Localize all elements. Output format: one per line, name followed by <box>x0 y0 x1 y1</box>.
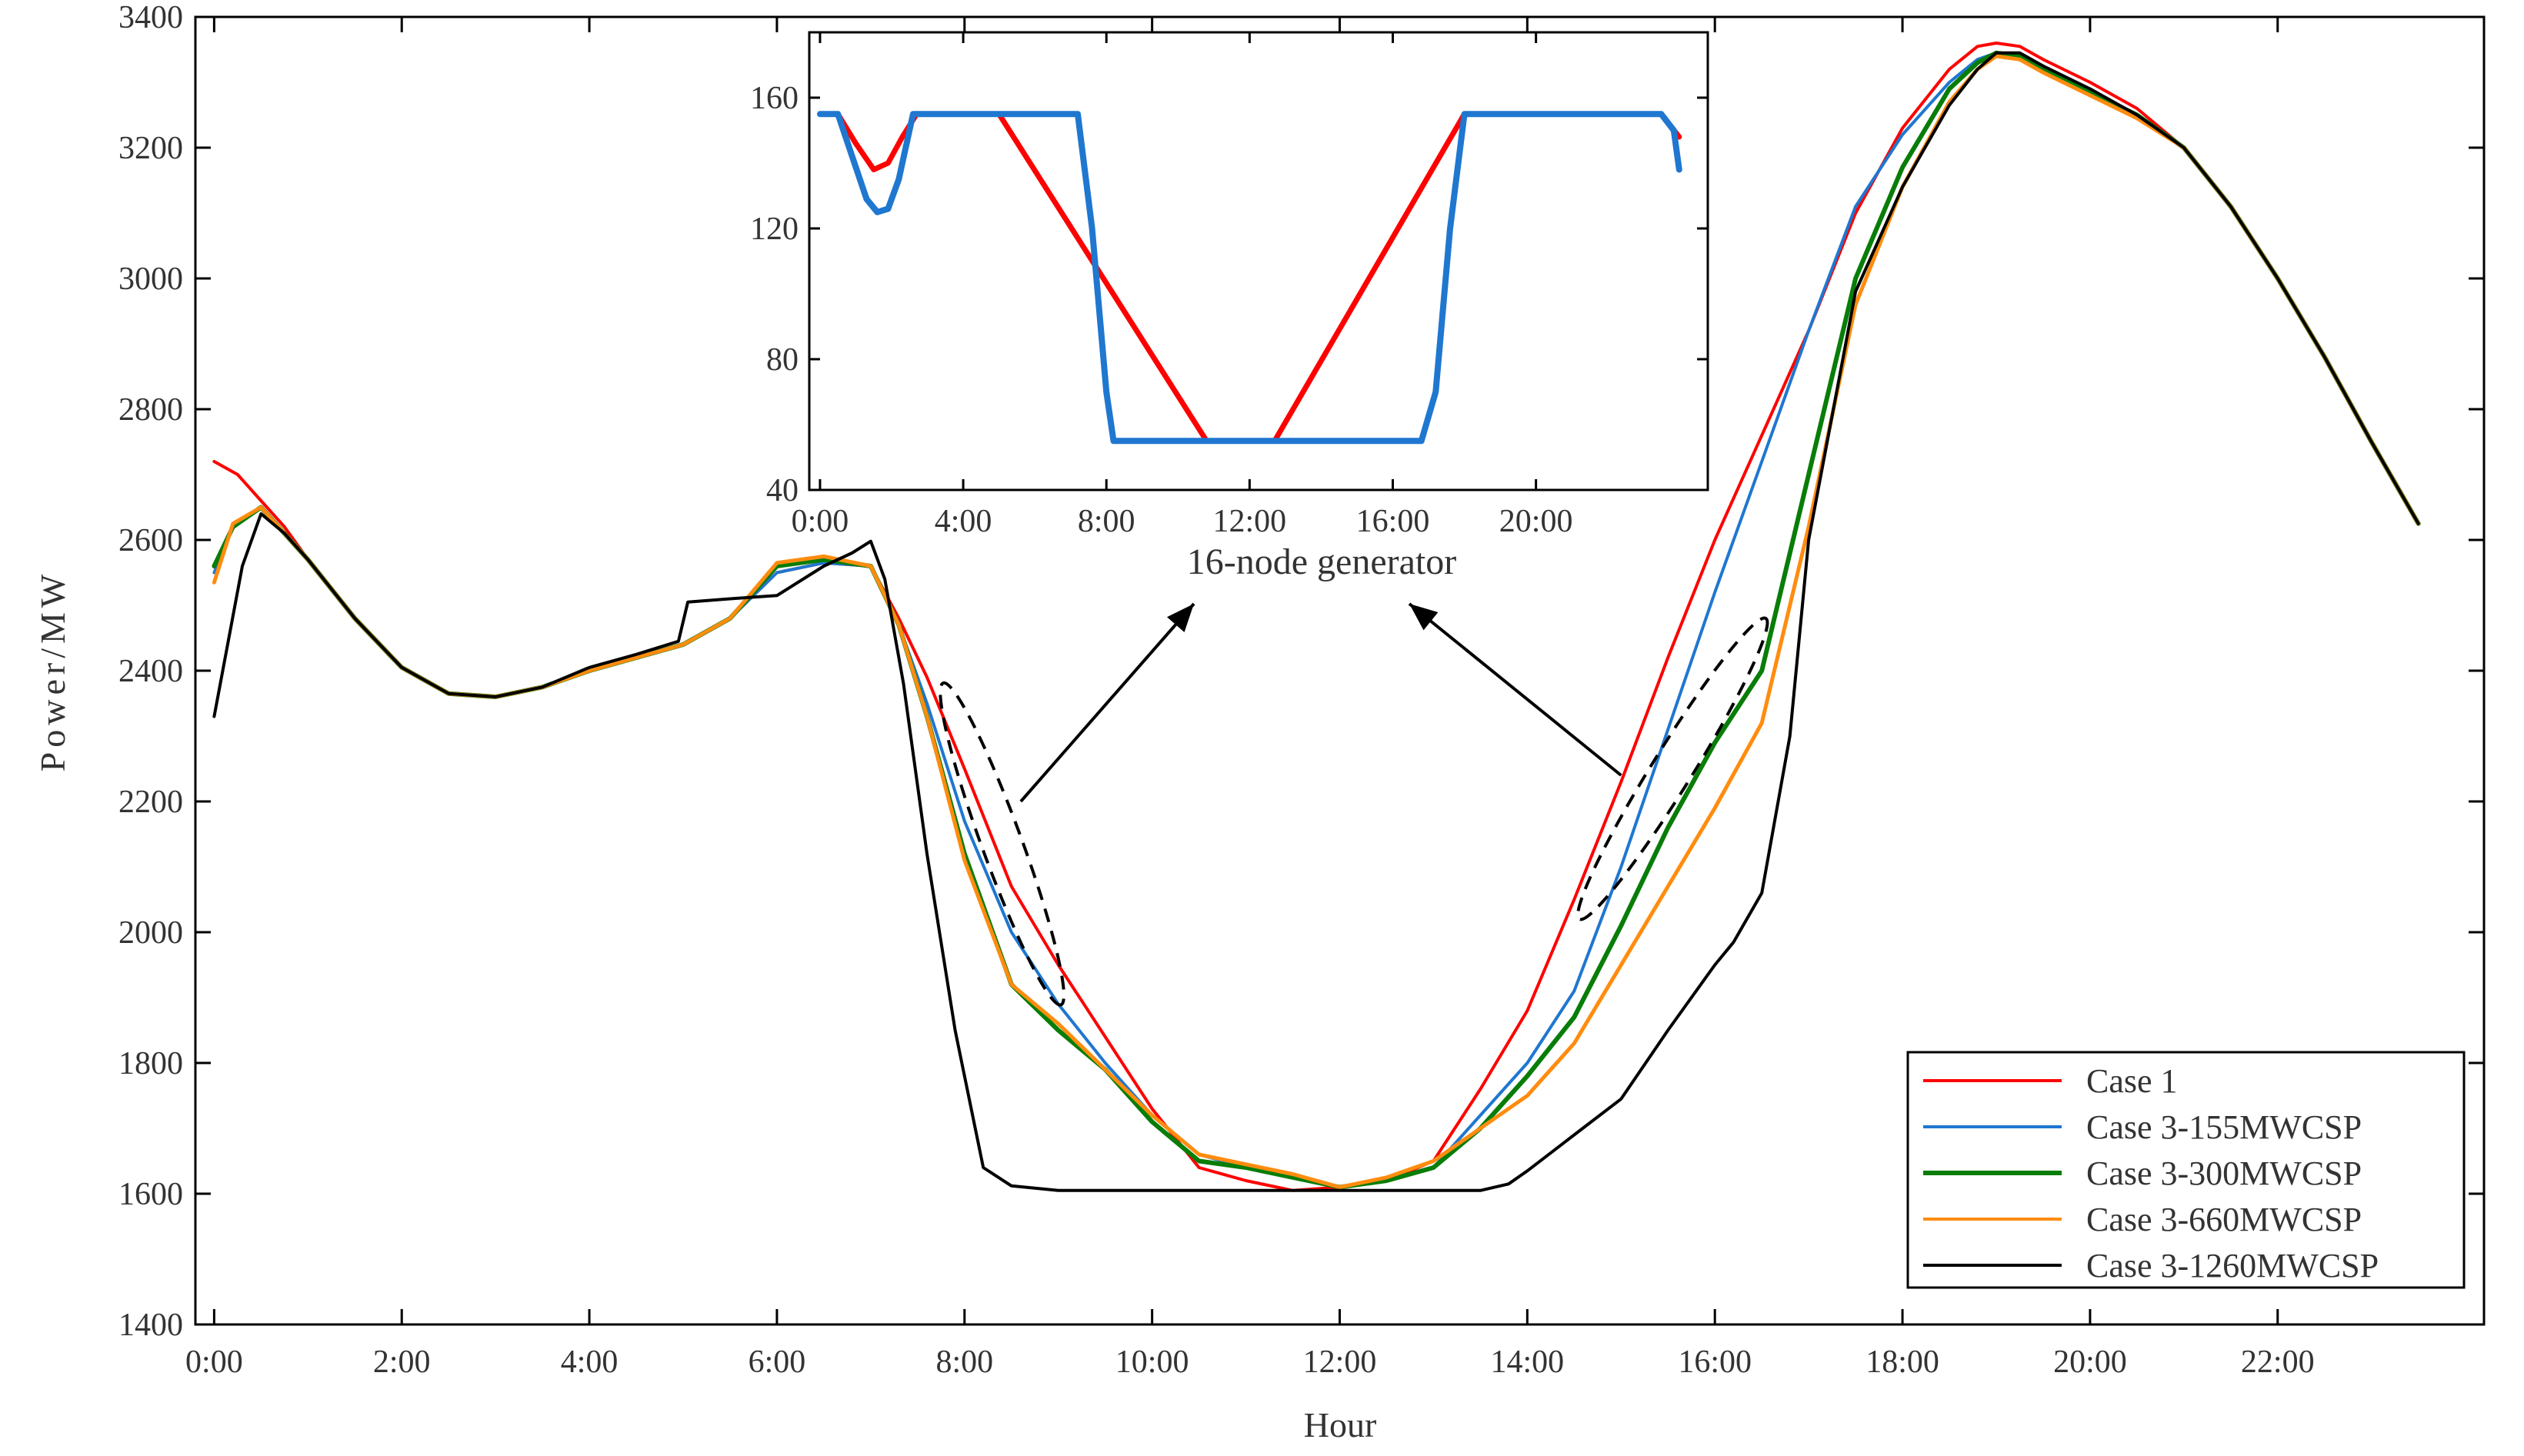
main-series-case-3-1260mwcsp <box>212 51 2420 1192</box>
legend-label-case-3-155mwcsp: Case 3-155MWCSP <box>2086 1108 2362 1146</box>
main-x-tick-label: 10:00 <box>1115 1344 1189 1380</box>
inset-series-case-3 <box>817 111 1682 445</box>
legend-box <box>1906 1051 2466 1289</box>
legend-label-case-1: Case 1 <box>2086 1062 2178 1100</box>
dashed-ellipse-annotation <box>1576 616 1769 921</box>
inset-x-tick-label: 0:00 <box>792 504 849 539</box>
main-ticks: 0:00 2:00 4:00 6:00 8:00 10:00 12:00 14:00 16:00… <box>118 0 2484 1380</box>
main-y-tick-label: 3200 <box>118 131 183 166</box>
main-y-tick-label: 2600 <box>118 523 183 558</box>
inset-x-tick-label: 20:00 <box>1499 504 1573 539</box>
legend-items: Case 1 Case 3-155MWCSP Case 3-300MWCSP Case… <box>1923 1062 2379 1284</box>
legend-label-case-3-300mwcsp: Case 3-300MWCSP <box>2086 1154 2362 1192</box>
arrow-line-annotation <box>1019 602 1195 803</box>
main-x-tick-label: 20:00 <box>2053 1344 2127 1380</box>
inset-plot: 0:00 4:00 8:00 12:00 16:00 20:00 40 80 120 160 16… <box>750 31 1709 582</box>
inset-title: 16-node generator <box>1187 541 1457 582</box>
main-y-tick-label: 2000 <box>118 915 183 951</box>
main-x-tick-label: 12:00 <box>1303 1344 1377 1380</box>
inset-x-tick-label: 8:00 <box>1078 504 1135 539</box>
dashed-ellipse-annotation <box>939 681 1065 1007</box>
main-y-tick-label: 2200 <box>118 785 183 820</box>
inset-y-tick-label: 160 <box>750 81 799 116</box>
arrow-line-annotation <box>1408 602 1622 777</box>
main-y-tick-label: 3400 <box>118 0 183 35</box>
arrow-head-annotation <box>1409 604 1439 631</box>
inset-x-tick-label: 12:00 <box>1213 504 1287 539</box>
legend: Case 1 Case 3-155MWCSP Case 3-300MWCSP Case… <box>1906 1051 2466 1289</box>
main-x-tick-label: 2:00 <box>373 1344 431 1380</box>
main-y-tick-label: 1400 <box>118 1308 183 1343</box>
main-x-tick-label: 8:00 <box>935 1344 993 1380</box>
main-x-tick-label: 0:00 <box>185 1344 243 1380</box>
main-y-tick-label: 2800 <box>118 392 183 428</box>
main-x-tick-label: 18:00 <box>1865 1344 1939 1380</box>
main-y-tick-label: 3000 <box>118 262 183 297</box>
main-y-tick-label: 2400 <box>118 654 183 689</box>
inset-y-tick-label: 120 <box>750 212 799 247</box>
inset-plot-frame <box>808 31 1709 491</box>
inset-series <box>817 111 1682 445</box>
inset-plot-background <box>809 32 1708 490</box>
main-annotations <box>939 602 1769 1007</box>
main-y-axis-label: Power/MW <box>33 570 72 772</box>
legend-label-case-3-1260mwcsp: Case 3-1260MWCSP <box>2086 1247 2379 1284</box>
inset-x-tick-label: 4:00 <box>935 504 992 539</box>
main-x-tick-label: 6:00 <box>749 1344 806 1380</box>
main-y-tick-label: 1600 <box>118 1177 183 1212</box>
inset-ticks: 0:00 4:00 8:00 12:00 16:00 20:00 40 80 120 160 <box>750 32 1708 539</box>
main-x-tick-label: 4:00 <box>561 1344 618 1380</box>
inset-y-tick-label: 80 <box>766 342 799 378</box>
main-x-tick-label: 14:00 <box>1491 1344 1565 1380</box>
main-x-axis-label: Hour <box>1304 1405 1377 1444</box>
inset-y-tick-label: 40 <box>766 473 799 508</box>
inset-x-tick-label: 16:00 <box>1356 504 1430 539</box>
main-series <box>212 42 2421 1192</box>
main-y-tick-label: 1800 <box>118 1046 183 1081</box>
legend-label-case-3-660mwcsp: Case 3-660MWCSP <box>2086 1201 2362 1238</box>
main-x-tick-label: 16:00 <box>1678 1344 1752 1380</box>
main-x-tick-label: 22:00 <box>2241 1344 2315 1380</box>
arrow-head-annotation <box>1166 604 1194 632</box>
main-plot: 0:00 2:00 4:00 6:00 8:00 10:00 12:00 14:00 16:00… <box>33 0 2486 1444</box>
